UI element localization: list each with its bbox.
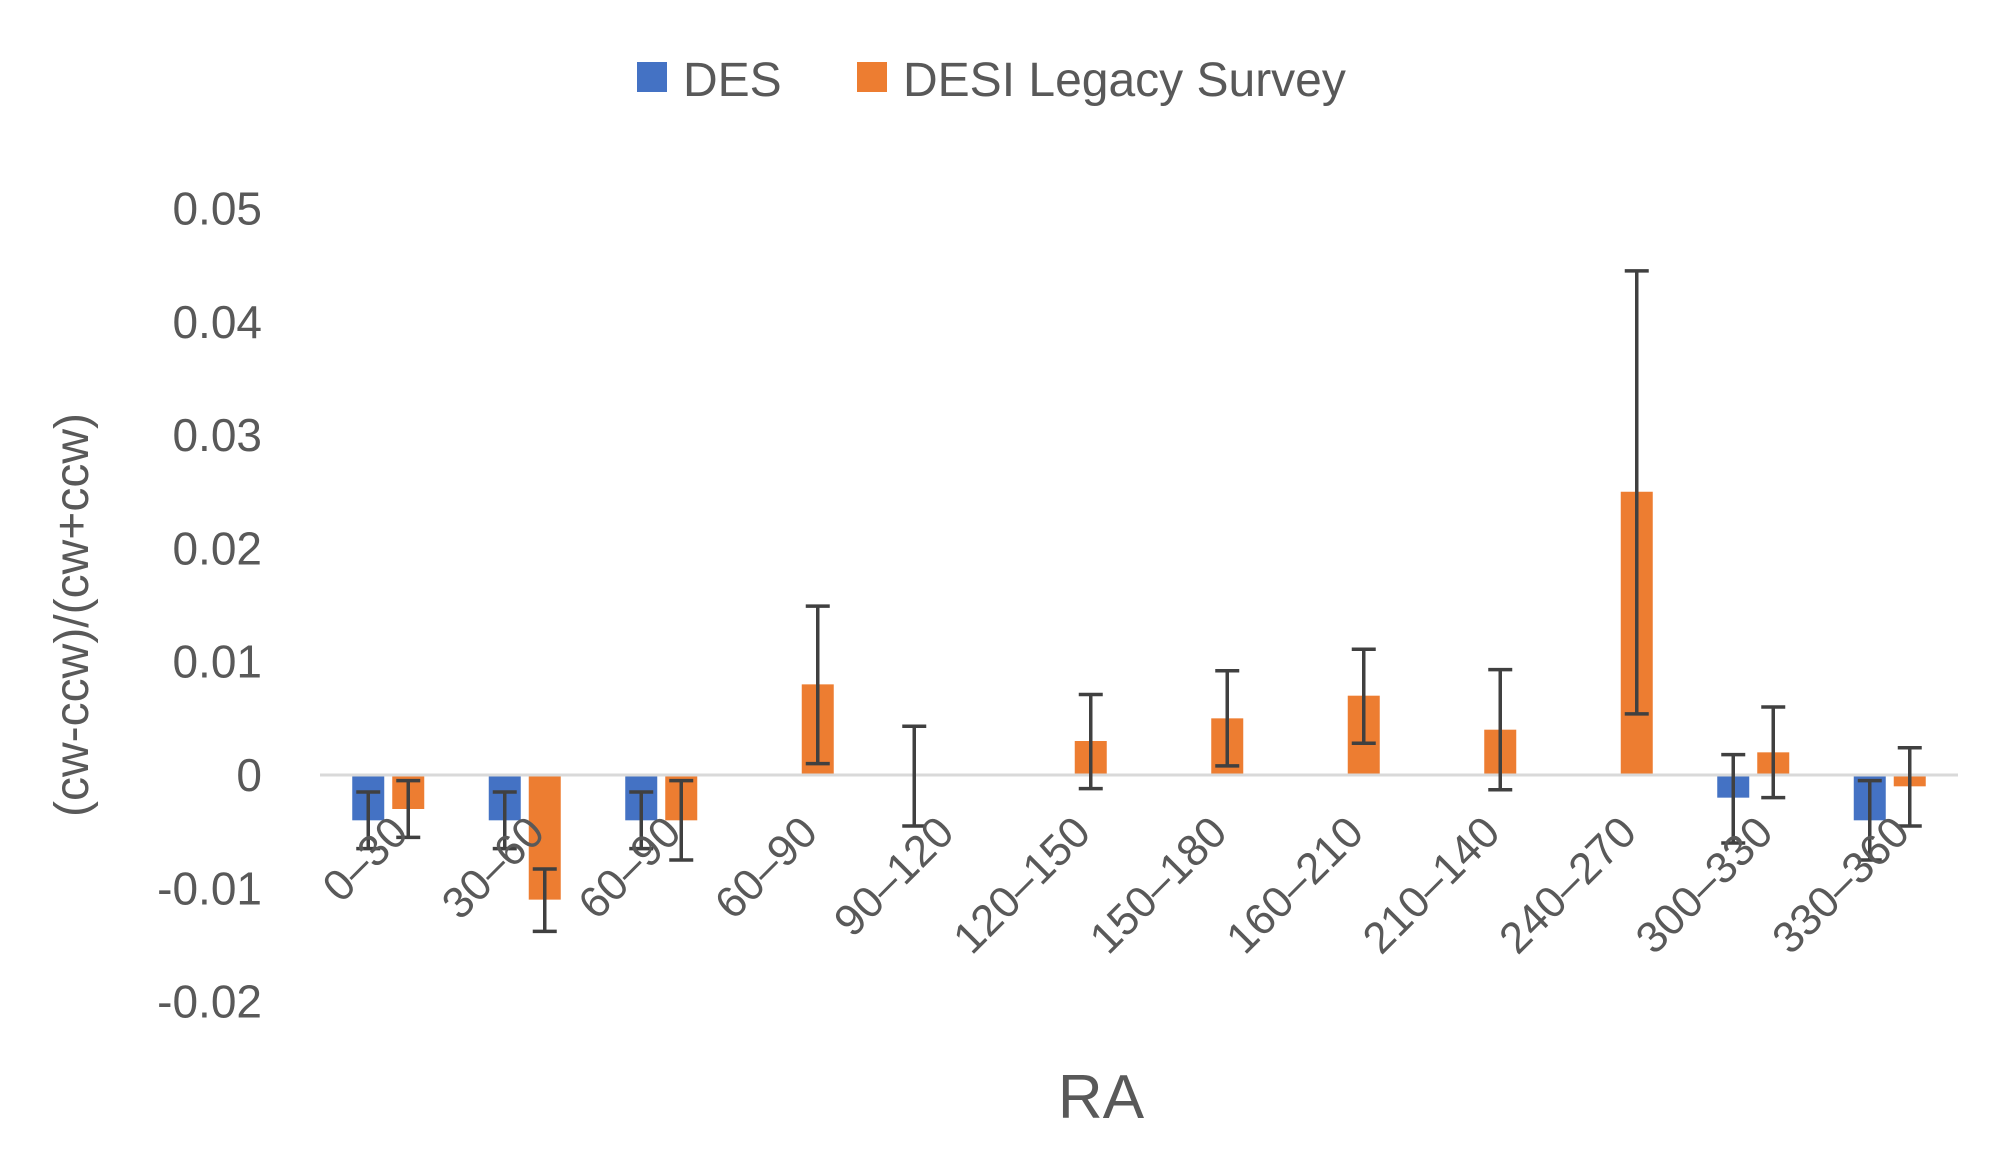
legend-label-desi-legacy-survey: DESI Legacy Survey xyxy=(903,54,1346,107)
x-tick-label: 240–270 xyxy=(1490,807,1646,963)
x-tick-label: 60–90 xyxy=(569,807,690,928)
error-bar-des xyxy=(1721,752,1746,845)
error-bar-desi-legacy-survey xyxy=(1078,692,1103,791)
x-tick-label: 90–120 xyxy=(825,807,963,945)
error-bar-desi-legacy-survey xyxy=(1351,647,1376,746)
x-tick-label: 0–30 xyxy=(313,807,417,911)
x-tick-label: 150–180 xyxy=(1081,807,1237,963)
x-tick-label: 60–90 xyxy=(706,807,827,928)
error-bar-desi-legacy-survey xyxy=(1897,746,1922,828)
error-bar-desi-legacy-survey xyxy=(1624,269,1649,716)
x-tick-label: 120–150 xyxy=(944,807,1100,963)
error-bar-des xyxy=(356,790,381,851)
y-tick-label: -0.02 xyxy=(157,976,262,1028)
error-bar-des xyxy=(492,790,517,851)
error-bar-desi-legacy-survey xyxy=(1761,705,1786,800)
y-tick-label: 0.01 xyxy=(172,636,262,688)
error-bar-desi-legacy-survey xyxy=(1215,669,1240,768)
error-bar-des xyxy=(902,724,927,828)
y-tick-label: 0.05 xyxy=(172,183,262,235)
y-tick-label: 0.04 xyxy=(172,296,262,348)
legend-label-des: DES xyxy=(683,54,782,107)
x-tick-label: 160–210 xyxy=(1217,807,1373,963)
error-bar-desi-legacy-survey xyxy=(669,778,694,862)
legend-swatch-desi-legacy-survey xyxy=(857,62,887,92)
error-bar-des xyxy=(629,790,654,851)
legend-swatch-des xyxy=(637,62,667,92)
y-tick-label: 0 xyxy=(236,749,262,801)
y-tick-label: 0.03 xyxy=(172,409,262,461)
y-tick-label: 0.02 xyxy=(172,522,262,574)
error-bar-desi-legacy-survey xyxy=(396,778,421,840)
x-tick-label: 300–330 xyxy=(1627,807,1783,963)
bars xyxy=(352,491,1926,900)
x-tick-label: 210–140 xyxy=(1354,807,1510,963)
y-tick-label: -0.01 xyxy=(157,862,262,914)
x-axis-title: RA xyxy=(1058,1063,1145,1132)
x-tick-label: 330–360 xyxy=(1763,807,1919,963)
error-bars xyxy=(356,269,1922,934)
error-bar-desi-legacy-survey xyxy=(1488,667,1513,792)
error-bar-desi-legacy-survey xyxy=(805,604,830,766)
y-axis-ticks: -0.02 -0.01 0 0.01 0.02 0.03 0.04 0.05 xyxy=(157,183,262,1028)
y-axis-title: (cw-ccw)/(cw+ccw) xyxy=(46,413,99,817)
legend: DES DESI Legacy Survey xyxy=(637,54,1346,107)
error-bar-des xyxy=(1857,778,1882,862)
error-bar-desi-legacy-survey xyxy=(532,867,557,934)
